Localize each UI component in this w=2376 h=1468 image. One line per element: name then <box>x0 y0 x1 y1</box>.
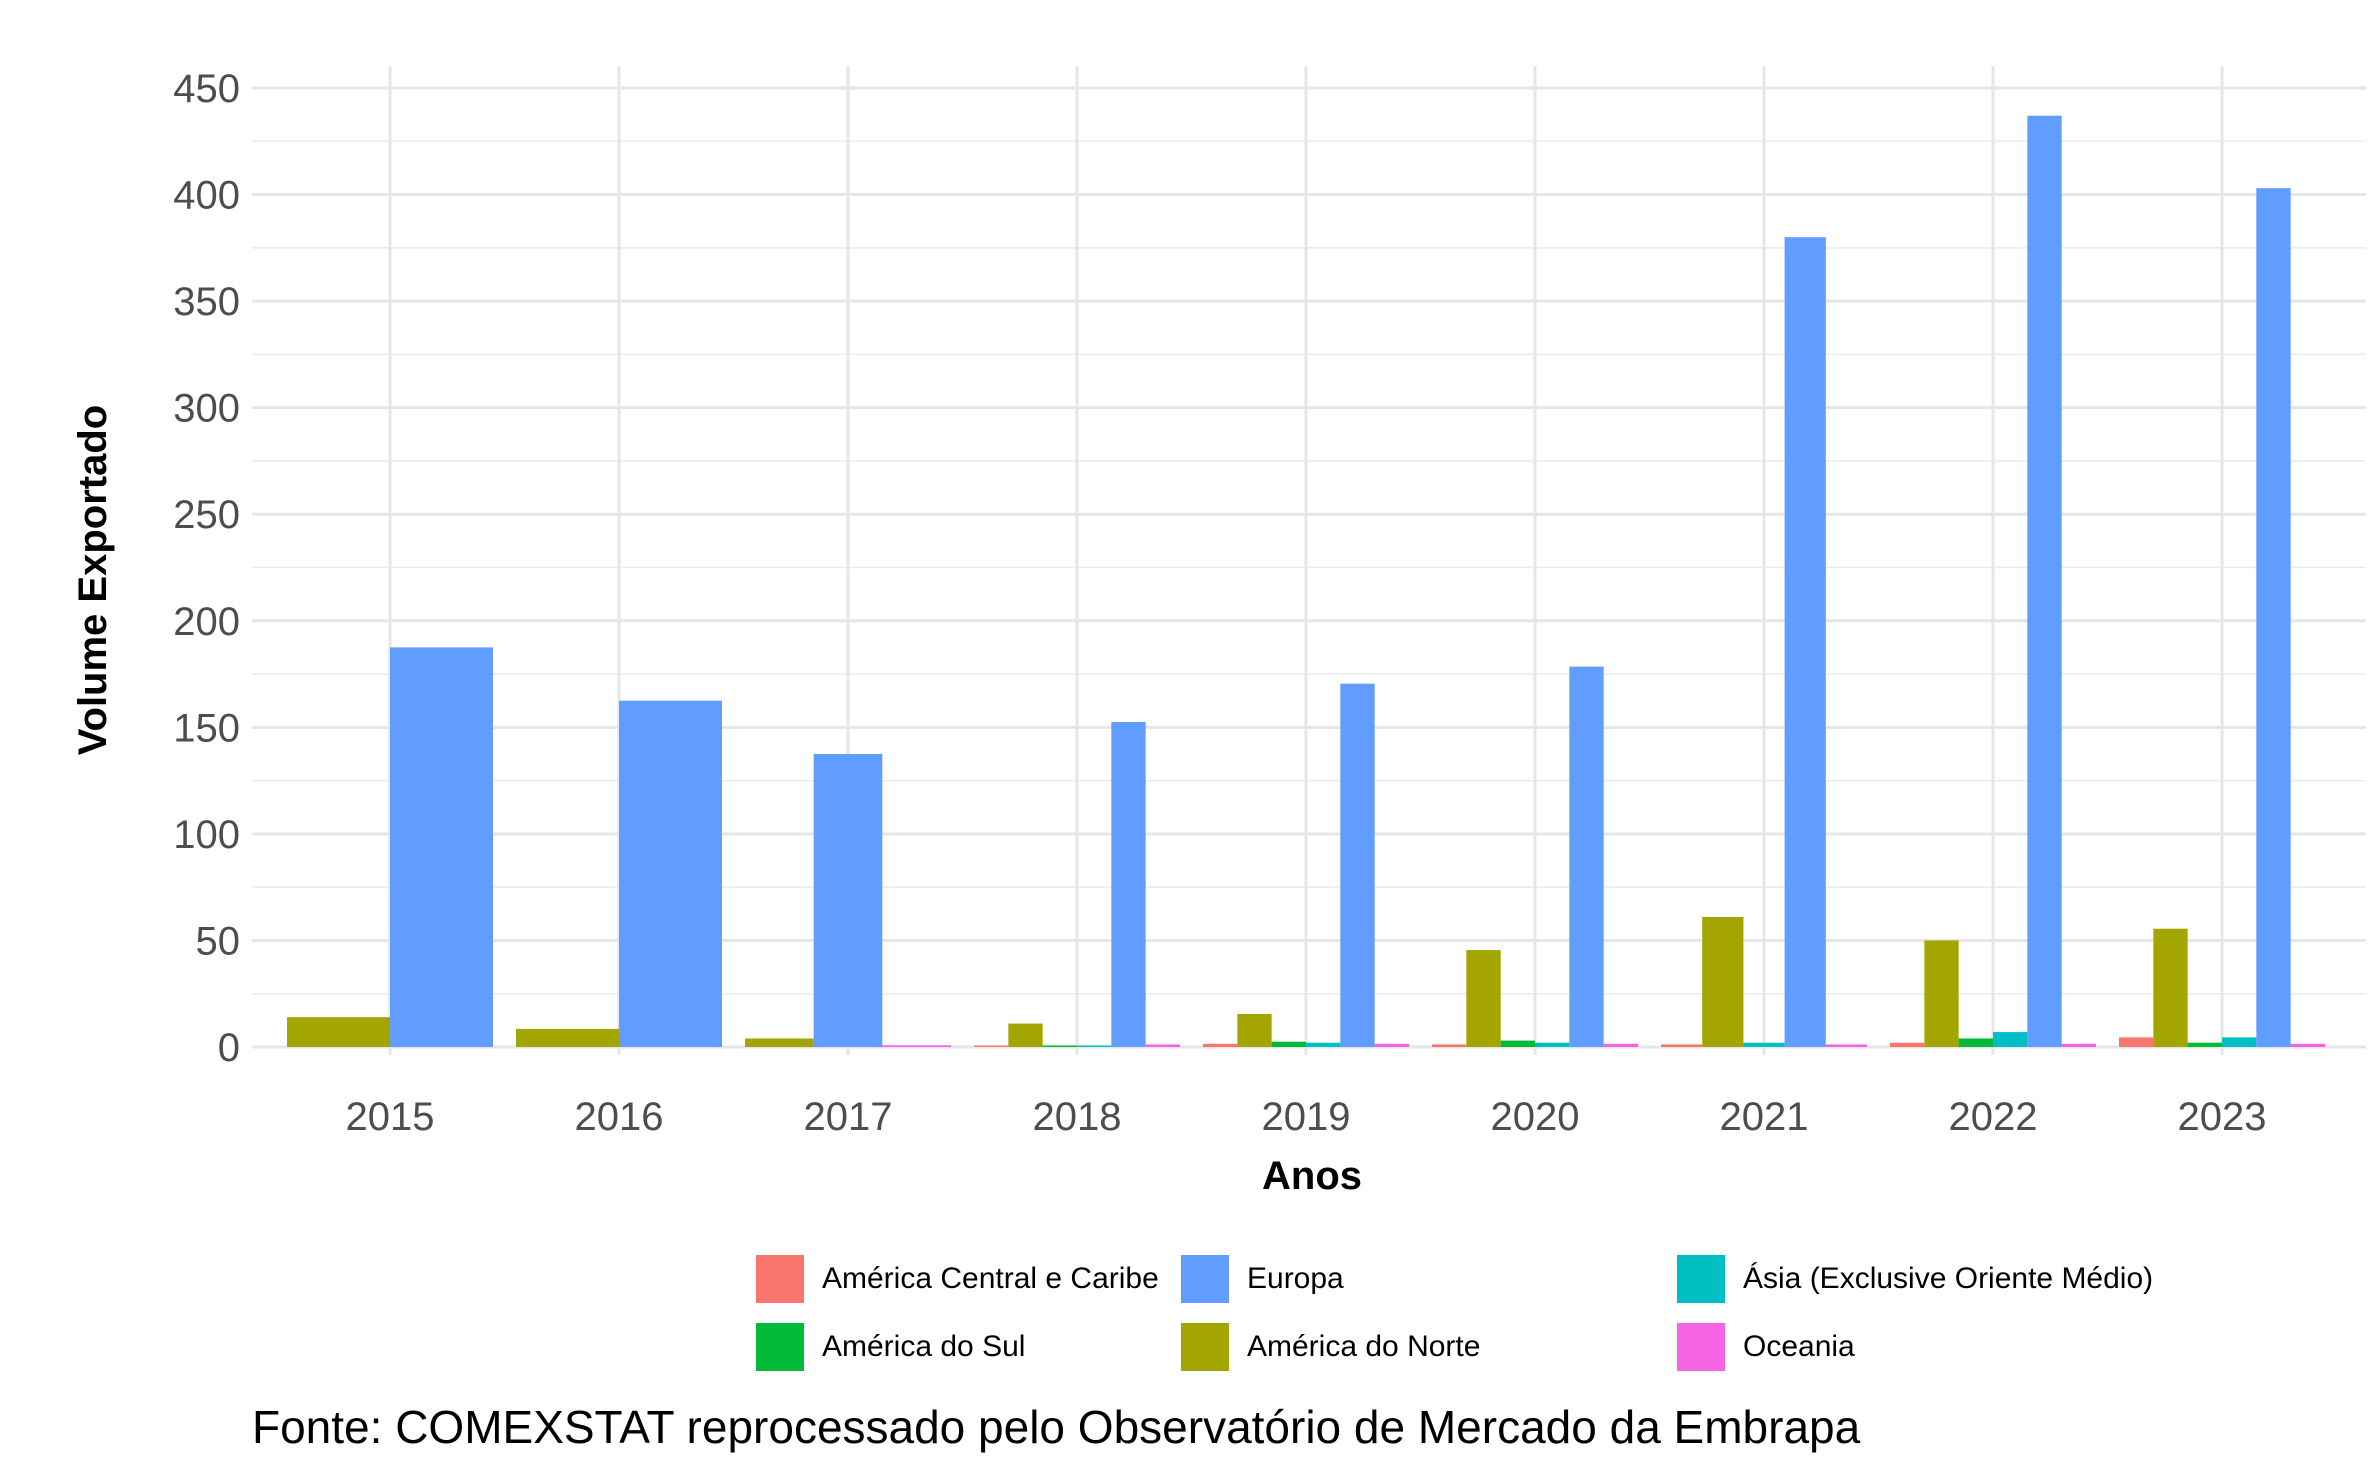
bar <box>1535 1042 1570 1047</box>
bar <box>882 1045 951 1047</box>
bar <box>2256 188 2291 1047</box>
x-axis-ticks: 2015 2016 2017 2018 2019 2020 2021 2022 2023 <box>346 1095 2267 1139</box>
x-axis-title: Anos <box>1262 1154 1362 1198</box>
legend-key <box>756 1255 804 1303</box>
legend-item: Oceania <box>1677 1321 1855 1373</box>
legend-key <box>1181 1255 1229 1303</box>
legend-key <box>756 1323 804 1371</box>
x-tick-label: 2015 <box>346 1095 435 1139</box>
bar <box>2061 1043 2096 1047</box>
legend-item: América Central e Caribe <box>756 1253 1159 1305</box>
bar <box>2027 115 2062 1047</box>
bar <box>1603 1043 1638 1047</box>
legend-item: América do Sul <box>756 1321 1025 1373</box>
legend-key <box>1677 1323 1725 1371</box>
bar <box>1374 1043 1409 1047</box>
bar <box>1203 1043 1238 1047</box>
bar <box>1569 666 1604 1047</box>
bar <box>974 1045 1009 1047</box>
legend-key <box>1677 1255 1725 1303</box>
y-tick-label: 300 <box>173 387 240 431</box>
bar <box>2153 928 2188 1047</box>
bar <box>1500 1040 1535 1047</box>
bar <box>1042 1045 1077 1047</box>
y-tick-label: 400 <box>173 174 240 218</box>
bar <box>1993 1032 2028 1047</box>
legend-label: América do Sul <box>822 1330 1026 1363</box>
y-tick-label: 250 <box>173 493 240 537</box>
x-tick-label: 2016 <box>575 1095 664 1139</box>
bar <box>287 1017 390 1047</box>
bar <box>516 1028 619 1047</box>
bar <box>1271 1041 1306 1047</box>
bar <box>1702 917 1744 1047</box>
legend-label: Oceania <box>1743 1330 1855 1363</box>
legend-label: Ásia (Exclusive Oriente Médio) <box>1743 1262 2154 1295</box>
y-axis-ticks: 0 50 100 150 200 250 300 350 400 450 <box>173 67 240 1070</box>
x-tick-label: 2022 <box>1949 1095 2038 1139</box>
bar <box>2222 1037 2257 1047</box>
grid-lines <box>252 66 2366 1055</box>
bar <box>1784 237 1826 1047</box>
x-tick-label: 2020 <box>1491 1095 1580 1139</box>
bar <box>1432 1044 1467 1047</box>
y-tick-label: 200 <box>173 600 240 644</box>
x-tick-label: 2018 <box>1033 1095 1122 1139</box>
y-tick-label: 350 <box>173 280 240 324</box>
bar <box>1924 940 1959 1047</box>
bar <box>1306 1042 1341 1047</box>
bar <box>1237 1013 1272 1047</box>
bar <box>1825 1044 1867 1047</box>
bar <box>1661 1044 1703 1047</box>
bar <box>1743 1042 1785 1047</box>
bar <box>1340 683 1375 1047</box>
bar <box>2187 1042 2222 1047</box>
x-tick-label: 2019 <box>1262 1095 1351 1139</box>
legend-key <box>1181 1323 1229 1371</box>
y-tick-label: 150 <box>173 706 240 750</box>
bar <box>619 700 722 1047</box>
bar <box>1145 1044 1180 1047</box>
legend-item: América do Norte <box>1181 1321 1480 1373</box>
bars <box>287 115 2325 1047</box>
x-tick-label: 2017 <box>804 1095 893 1139</box>
x-tick-label: 2021 <box>1720 1095 1809 1139</box>
y-tick-label: 450 <box>173 67 240 111</box>
bar <box>2290 1043 2325 1047</box>
bar <box>1890 1042 1925 1047</box>
y-tick-label: 100 <box>173 813 240 857</box>
legend: América Central e Caribe América do Sul Eu… <box>756 1253 2153 1383</box>
bar <box>1958 1038 1993 1047</box>
bar <box>745 1038 814 1047</box>
bar <box>1008 1023 1043 1047</box>
bar <box>390 647 493 1047</box>
legend-label: Europa <box>1247 1262 1344 1295</box>
bar <box>1466 950 1501 1047</box>
legend-label: América do Norte <box>1247 1330 1481 1363</box>
x-tick-label: 2023 <box>2178 1095 2267 1139</box>
source-caption: Fonte: COMEXSTAT reprocessado pelo Obser… <box>252 1401 1861 1453</box>
bar-chart: 0 50 100 150 200 250 300 350 400 450 2015 2016 2017… <box>71 66 2366 1198</box>
bar <box>2119 1037 2154 1047</box>
legend-label: América Central e Caribe <box>822 1262 1159 1295</box>
bar <box>813 753 883 1047</box>
bar <box>1077 1045 1112 1047</box>
y-tick-label: 0 <box>218 1026 240 1070</box>
bar <box>1111 722 1146 1047</box>
y-axis-title: Volume Exportado <box>71 405 115 755</box>
legend-item: Europa <box>1181 1253 1344 1305</box>
y-tick-label: 50 <box>196 919 241 963</box>
legend-item: Ásia (Exclusive Oriente Médio) <box>1677 1253 2153 1305</box>
